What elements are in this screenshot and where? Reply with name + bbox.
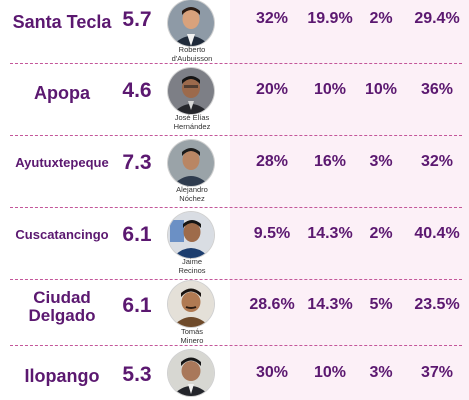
- results-panel-background: [230, 0, 469, 400]
- score-value: 5.3: [122, 363, 152, 386]
- candidate-name: Jaime Recinos: [160, 257, 224, 275]
- table-row: Apopa 4.6 José Elías Hernández 20% 10% 1…: [0, 64, 469, 134]
- candidate-photo: [168, 68, 214, 114]
- candidate-name-line: Tomás: [180, 327, 204, 336]
- candidate-photo: [168, 350, 214, 396]
- score-value: 4.6: [122, 79, 152, 102]
- candidate-photo: [168, 140, 214, 186]
- municipality-name: Santa Tecla: [12, 11, 112, 32]
- candidate-name: Tomás Minero: [160, 327, 224, 345]
- municipality-name: Apopa: [34, 82, 90, 103]
- percent-col-2: 14.3%: [307, 296, 353, 313]
- percent-col-3: 10%: [364, 81, 398, 98]
- candidate-name: José Elías Hernández: [160, 113, 224, 131]
- percent-col-3: 3%: [369, 153, 393, 170]
- percent-col-4: 37%: [420, 364, 454, 381]
- percent-col-1: 28%: [255, 153, 289, 170]
- candidate-photo: [168, 0, 214, 46]
- percent-col-1: 28.6%: [249, 296, 295, 313]
- score-value: 5.7: [122, 8, 152, 31]
- candidate-name-line: Alejandro: [176, 185, 208, 194]
- candidate-name-line: José Elías: [174, 113, 210, 122]
- percent-col-2: 16%: [313, 153, 347, 170]
- row-divider: [10, 135, 462, 136]
- percent-col-4: 40.4%: [414, 225, 460, 242]
- municipality-name-line: Ciudad: [33, 288, 91, 308]
- candidate-name-line: Hernández: [173, 121, 211, 131]
- percent-col-1: 9.5%: [253, 225, 291, 242]
- municipality-name: Ciudad Delgado: [6, 284, 118, 330]
- percent-col-3: 2%: [369, 225, 393, 242]
- percent-col-4: 36%: [420, 81, 454, 98]
- percent-col-4: 29.4%: [414, 10, 460, 27]
- candidate-name-line: Nóchez: [179, 193, 205, 203]
- percent-col-2: 14.3%: [307, 225, 353, 242]
- score-value: 7.3: [122, 151, 152, 174]
- row-divider: [10, 279, 462, 280]
- candidate-name-line: d'Aubuisson: [171, 53, 213, 63]
- candidate-name-line: Roberto: [178, 45, 206, 54]
- percent-col-3: 5%: [369, 296, 393, 313]
- municipality-name: Ilopango: [24, 365, 100, 386]
- percent-col-4: 32%: [420, 153, 454, 170]
- score-value: 6.1: [122, 223, 152, 246]
- table-row: Santa Tecla 5.7 Roberto d'Aubuisson 32% …: [0, 0, 469, 62]
- percent-col-4: 23.5%: [414, 296, 460, 313]
- municipality-name: Ayutuxtepeque: [15, 155, 109, 171]
- percent-col-2: 10%: [313, 364, 347, 381]
- municipality-name-line: Delgado: [28, 306, 96, 325]
- table-row: Ciudad Delgado 6.1 Tomás Minero 28.6% 14…: [0, 280, 469, 344]
- percent-col-1: 32%: [255, 10, 289, 27]
- candidate-photo: [168, 281, 214, 327]
- candidate-name: Alejandro Nóchez: [160, 185, 224, 203]
- row-divider: [10, 345, 462, 346]
- table-row: Cuscatancingo 6.1 Jaime Recinos 9.5% 14.…: [0, 208, 469, 278]
- candidate-photo: [168, 212, 214, 258]
- percent-col-3: 2%: [369, 10, 393, 27]
- row-divider: [10, 207, 462, 208]
- table-row: Ayutuxtepeque 7.3 Alejandro Nóchez 28% 1…: [0, 136, 469, 206]
- score-value: 6.1: [122, 294, 152, 317]
- percent-col-1: 20%: [255, 81, 289, 98]
- candidate-name-line: Minero: [180, 335, 204, 345]
- percent-col-3: 3%: [369, 364, 393, 381]
- percent-col-2: 19.9%: [307, 10, 353, 27]
- candidate-name-line: Jaime: [181, 257, 202, 266]
- percent-col-1: 30%: [255, 364, 289, 381]
- candidate-name-line: Recinos: [178, 265, 206, 275]
- municipality-name: Cuscatancingo: [15, 227, 109, 243]
- table-row: Ilopango 5.3 30% 10% 3% 37%: [0, 346, 469, 400]
- row-divider: [10, 63, 462, 64]
- candidate-name: Roberto d'Aubuisson: [160, 45, 224, 63]
- percent-col-2: 10%: [313, 81, 347, 98]
